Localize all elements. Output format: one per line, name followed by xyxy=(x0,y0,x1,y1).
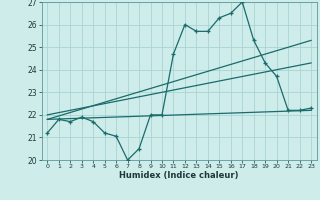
X-axis label: Humidex (Indice chaleur): Humidex (Indice chaleur) xyxy=(119,171,239,180)
